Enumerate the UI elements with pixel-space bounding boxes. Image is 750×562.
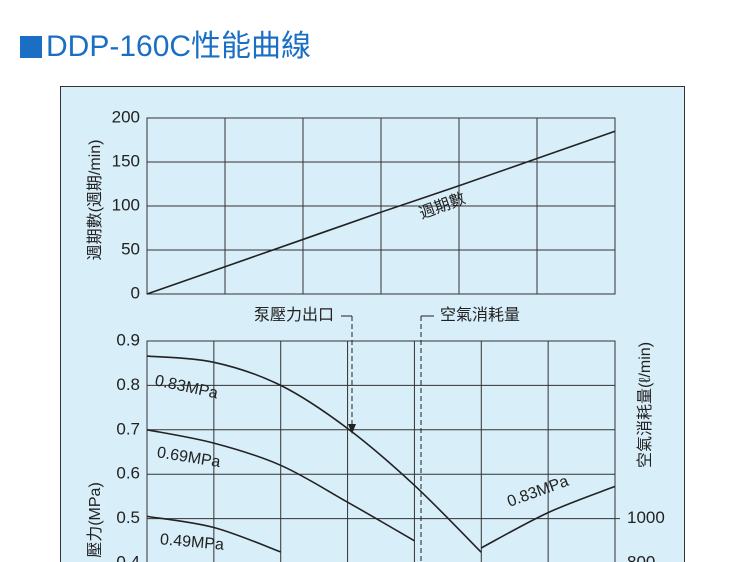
y-tick-label: 100 — [112, 195, 140, 214]
annotation: 空氣消耗量 — [440, 306, 520, 324]
series-label: 0.49MPa — [159, 531, 224, 554]
series-line — [146, 429, 415, 542]
y-tick-label: 0.6 — [116, 464, 140, 483]
y-tick-label: 50 — [121, 239, 140, 258]
y-tick-label: 200 — [112, 107, 140, 126]
y-tick-label: 150 — [112, 151, 140, 170]
y2-axis-label: 空氣消耗量(ℓ/min) — [636, 342, 654, 468]
series-line — [480, 485, 616, 549]
annotation: 泵壓力出口 — [254, 306, 334, 324]
panel — [60, 86, 685, 562]
y2-tick-label: 800 — [627, 552, 655, 562]
series-line — [146, 515, 281, 553]
y-axis-label: 壓力(MPa) — [86, 482, 104, 558]
y2-tick-label: 1000 — [627, 508, 665, 527]
arrowhead — [348, 424, 356, 434]
y-tick-label: 0 — [131, 283, 140, 302]
y-tick-label: 0.9 — [116, 330, 140, 349]
page-title: DDP-160C性能曲線 — [46, 30, 311, 63]
y-tick-label: 0.7 — [116, 419, 140, 438]
y-axis-label: 週期數(週期/min) — [86, 140, 104, 261]
series-line — [146, 355, 482, 553]
y-tick-label: 0.8 — [116, 375, 140, 394]
title-marker — [20, 36, 42, 58]
y-tick-label: 0.5 — [116, 508, 140, 527]
y-tick-label: 0.4 — [116, 552, 140, 562]
series-line — [146, 130, 616, 295]
